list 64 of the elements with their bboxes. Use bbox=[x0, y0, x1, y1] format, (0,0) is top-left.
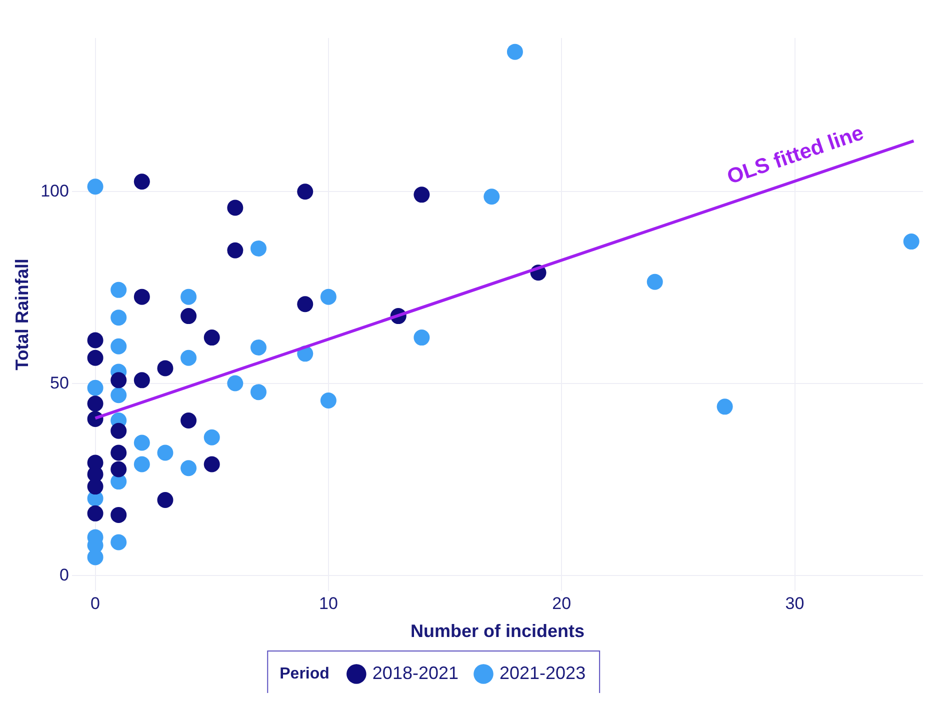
x-tick-label: 30 bbox=[785, 594, 804, 613]
x-tick-label: 20 bbox=[552, 594, 572, 613]
point bbox=[110, 282, 127, 298]
point bbox=[134, 434, 150, 451]
point bbox=[87, 505, 104, 522]
legend-label: 2021-2023 bbox=[500, 662, 586, 683]
point bbox=[110, 387, 127, 404]
point bbox=[157, 492, 174, 508]
point bbox=[204, 456, 220, 472]
point bbox=[250, 240, 266, 256]
point bbox=[646, 274, 663, 290]
point bbox=[134, 372, 150, 388]
y-tick-label: 0 bbox=[59, 565, 69, 584]
point bbox=[250, 340, 266, 356]
legend-label: 2018-2021 bbox=[372, 662, 459, 683]
point bbox=[157, 360, 174, 376]
point bbox=[180, 460, 197, 476]
point bbox=[110, 372, 127, 388]
legend-title: Period bbox=[280, 665, 330, 682]
point bbox=[414, 186, 430, 203]
y-axis-title: Total Rainfall bbox=[12, 258, 32, 370]
point bbox=[903, 234, 920, 250]
point bbox=[134, 456, 150, 472]
point bbox=[227, 375, 244, 392]
point bbox=[87, 380, 104, 396]
point bbox=[180, 412, 197, 428]
point bbox=[87, 332, 104, 348]
point bbox=[180, 350, 197, 366]
point bbox=[320, 288, 336, 305]
point bbox=[110, 310, 127, 326]
point bbox=[204, 429, 220, 446]
point bbox=[506, 44, 523, 60]
point bbox=[87, 350, 104, 366]
point bbox=[180, 308, 197, 324]
point bbox=[204, 330, 220, 346]
point bbox=[87, 178, 104, 195]
point bbox=[110, 506, 127, 523]
point bbox=[716, 398, 733, 415]
point bbox=[110, 461, 127, 478]
point bbox=[297, 296, 314, 312]
point bbox=[134, 288, 150, 305]
point bbox=[227, 200, 244, 216]
point bbox=[134, 174, 150, 190]
point bbox=[110, 338, 127, 354]
point bbox=[110, 444, 127, 461]
point bbox=[110, 422, 127, 439]
annotation: OLS fitted line bbox=[724, 121, 867, 189]
point bbox=[320, 392, 336, 409]
point bbox=[87, 478, 104, 495]
point bbox=[87, 396, 104, 412]
point bbox=[297, 184, 314, 200]
point bbox=[250, 384, 266, 400]
x-tick-label: 0 bbox=[90, 594, 100, 613]
point bbox=[110, 534, 127, 550]
point bbox=[180, 288, 197, 305]
point bbox=[157, 444, 174, 461]
point bbox=[484, 188, 500, 205]
point bbox=[414, 330, 430, 346]
point bbox=[87, 549, 104, 566]
x-axis-title: Number of incidents bbox=[410, 621, 584, 642]
y-tick-label: 50 bbox=[50, 373, 69, 392]
y-tick-label: 100 bbox=[40, 181, 69, 200]
x-tick-label: 10 bbox=[318, 594, 338, 613]
point bbox=[227, 242, 244, 258]
